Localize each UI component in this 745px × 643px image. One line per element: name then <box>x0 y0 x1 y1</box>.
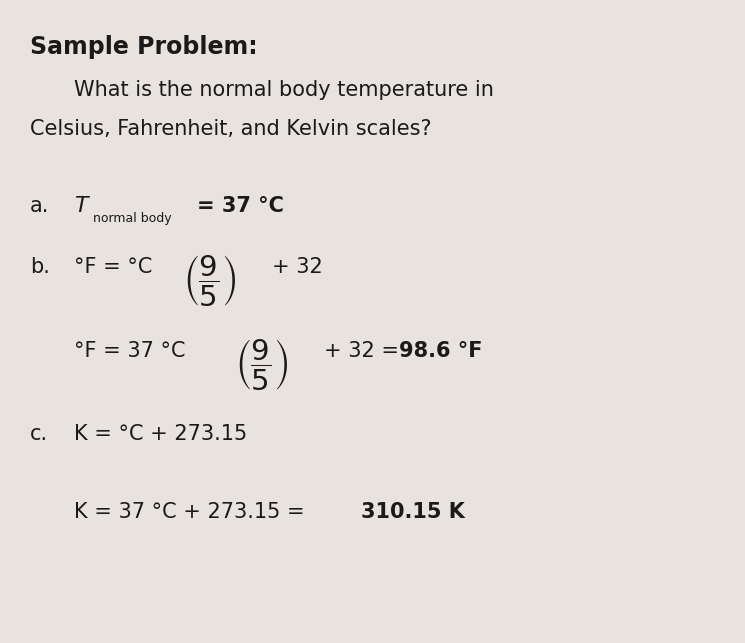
Text: + 32: + 32 <box>272 257 323 277</box>
Text: $\left(\dfrac{9}{5}\right)$: $\left(\dfrac{9}{5}\right)$ <box>183 254 235 309</box>
Text: 98.6 °F: 98.6 °F <box>399 341 482 361</box>
Text: a.: a. <box>30 196 49 216</box>
Text: What is the normal body temperature in: What is the normal body temperature in <box>74 80 495 100</box>
Text: T: T <box>74 196 88 216</box>
Text: $\left(\dfrac{9}{5}\right)$: $\left(\dfrac{9}{5}\right)$ <box>235 338 288 393</box>
Text: b.: b. <box>30 257 50 277</box>
Text: = 37 °C: = 37 °C <box>197 196 285 216</box>
Text: K = °C + 273.15: K = °C + 273.15 <box>74 424 248 444</box>
Text: 310.15 K: 310.15 K <box>361 502 465 521</box>
Text: °F = °C: °F = °C <box>74 257 153 277</box>
Text: + 32 =: + 32 = <box>324 341 406 361</box>
Text: normal body: normal body <box>93 212 172 225</box>
Text: K = 37 °C + 273.15 =: K = 37 °C + 273.15 = <box>74 502 311 521</box>
Text: Sample Problem:: Sample Problem: <box>30 35 258 59</box>
Text: c.: c. <box>30 424 48 444</box>
Text: Celsius, Fahrenheit, and Kelvin scales?: Celsius, Fahrenheit, and Kelvin scales? <box>30 119 431 139</box>
Text: °F = 37 °C: °F = 37 °C <box>74 341 186 361</box>
